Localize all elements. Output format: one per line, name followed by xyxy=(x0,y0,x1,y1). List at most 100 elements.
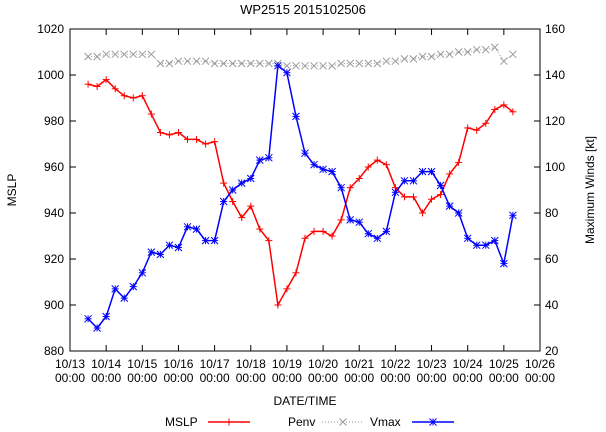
data-point-penv xyxy=(463,48,472,56)
data-point-mslp xyxy=(509,108,517,116)
data-point-penv xyxy=(93,52,101,61)
data-point-mslp xyxy=(174,129,182,136)
data-point-penv xyxy=(111,50,120,59)
x-tick-time: 00:00 xyxy=(236,371,266,385)
data-point-vmax xyxy=(219,197,228,206)
data-point-mslp xyxy=(373,156,381,164)
data-point-vmax xyxy=(427,167,436,176)
data-point-penv xyxy=(102,50,111,59)
x-tick-time: 00:00 xyxy=(272,371,302,385)
series-line-mslp xyxy=(87,78,514,308)
data-point-penv xyxy=(237,59,246,68)
data-point-mslp xyxy=(138,92,146,100)
x-tick-date: 10/26 xyxy=(525,357,555,371)
data-point-penv xyxy=(427,52,436,61)
x-tick-date: 10/16 xyxy=(163,357,193,371)
data-point-mslp xyxy=(238,214,246,222)
x-tick-time: 00:00 xyxy=(308,371,338,385)
data-point-penv xyxy=(310,61,318,70)
data-point-vmax xyxy=(346,216,355,224)
data-point-vmax xyxy=(283,68,291,77)
data-point-vmax xyxy=(499,259,508,268)
data-point-mslp xyxy=(147,110,155,118)
data-point-mslp xyxy=(419,209,426,217)
right-axis-ticks: 20 40 60 80 100 120 140 160 xyxy=(534,22,565,358)
data-point-mslp xyxy=(482,119,490,127)
data-point-vmax xyxy=(391,188,400,197)
legend-label: Penv xyxy=(288,415,315,429)
x-tick-date: 10/17 xyxy=(200,357,230,371)
data-point-vmax xyxy=(120,294,129,302)
x-tick-time: 00:00 xyxy=(489,371,519,385)
data-point-penv xyxy=(156,59,165,68)
legend-item-penv: Penv xyxy=(288,415,364,429)
data-point-penv xyxy=(454,48,463,56)
data-point-penv xyxy=(509,50,517,59)
x-axis-label: DATE/TIME xyxy=(273,394,336,408)
x-tick-date: 10/20 xyxy=(308,357,338,371)
data-point-penv xyxy=(183,57,192,66)
data-point-vmax xyxy=(84,314,92,323)
data-point-mslp xyxy=(165,131,173,139)
data-point-penv xyxy=(192,57,201,66)
x-tick-date: 10/21 xyxy=(344,357,374,371)
left-tick-label: 900 xyxy=(44,298,64,312)
legend-label: MSLP xyxy=(165,415,198,429)
data-point-mslp xyxy=(211,138,219,146)
x-tick-time: 00:00 xyxy=(344,371,374,385)
x-tick-time: 00:00 xyxy=(453,371,483,385)
left-tick-label: 980 xyxy=(44,114,64,128)
data-point-vmax xyxy=(210,236,219,245)
data-point-vmax xyxy=(201,236,210,245)
data-point-mslp xyxy=(84,80,92,88)
data-point-vmax xyxy=(463,234,472,243)
data-point-vmax xyxy=(373,234,382,243)
data-point-mslp xyxy=(473,126,481,134)
data-point-mslp xyxy=(455,158,463,166)
data-point-vmax xyxy=(490,236,499,245)
data-point-mslp xyxy=(247,202,255,210)
data-point-penv xyxy=(409,55,418,63)
data-point-vmax xyxy=(481,241,490,250)
data-point-mslp xyxy=(400,193,408,201)
x-tick-date: 10/24 xyxy=(453,357,483,371)
x-tick-date: 10/13 xyxy=(55,357,85,371)
data-point-penv xyxy=(472,45,481,54)
series-vmax xyxy=(84,61,517,332)
data-point-vmax xyxy=(418,167,427,176)
data-point-mslp xyxy=(301,234,309,242)
data-point-penv xyxy=(174,57,183,66)
series-penv xyxy=(84,43,517,70)
data-point-penv xyxy=(219,59,228,68)
data-point-mslp xyxy=(129,94,137,102)
data-point-vmax xyxy=(364,229,373,238)
data-point-penv xyxy=(499,57,508,66)
left-tick-label: 940 xyxy=(44,206,64,220)
data-point-penv xyxy=(283,61,291,70)
data-point-vmax xyxy=(292,112,300,121)
data-point-mslp xyxy=(229,198,237,205)
right-tick-label: 40 xyxy=(545,298,559,312)
left-tick-label: 920 xyxy=(44,252,64,266)
data-point-mslp xyxy=(491,106,499,113)
data-point-mslp xyxy=(337,216,345,224)
data-point-vmax xyxy=(436,181,445,190)
data-point-vmax xyxy=(93,324,101,332)
data-point-vmax xyxy=(237,179,246,187)
x-tick-date: 10/19 xyxy=(272,357,302,371)
data-point-mslp xyxy=(283,285,291,293)
data-point-vmax xyxy=(138,268,147,277)
data-point-penv xyxy=(481,45,490,54)
data-point-penv xyxy=(228,59,237,68)
left-tick-label: 960 xyxy=(44,160,64,174)
data-point-penv xyxy=(355,59,364,68)
plot-frame xyxy=(69,28,541,352)
data-point-penv xyxy=(364,59,373,68)
data-point-penv xyxy=(255,59,264,68)
x-tick-date: 10/14 xyxy=(91,357,121,371)
right-tick-label: 120 xyxy=(545,114,565,128)
y-axis-label-left: MSLP xyxy=(5,174,19,207)
data-point-vmax xyxy=(111,285,120,293)
x-tick-time: 00:00 xyxy=(380,371,410,385)
data-point-penv xyxy=(129,50,138,59)
